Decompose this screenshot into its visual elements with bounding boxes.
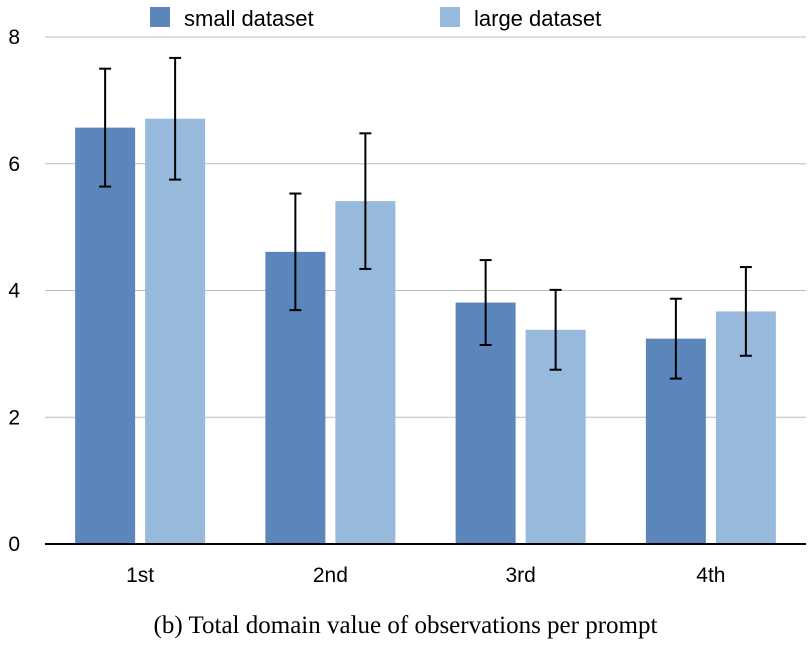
y-tick-label: 0 (8, 533, 20, 556)
error-bars (99, 56, 752, 380)
bars (75, 118, 776, 545)
y-tick-label: 4 (8, 280, 20, 303)
x-tick-label: 2nd (313, 564, 348, 587)
x-axis-labels: 1st 2nd 3rd 4th (126, 564, 725, 587)
bar (75, 127, 136, 544)
bar (145, 118, 206, 544)
y-tick-label: 6 (8, 153, 20, 176)
x-tick-label: 4th (696, 564, 725, 587)
legend: small dataset large dataset (150, 6, 601, 31)
figure-caption: (b) Total domain value of observations p… (153, 612, 658, 639)
x-tick-label: 1st (126, 564, 154, 587)
legend-swatch (440, 7, 460, 27)
legend-label: large dataset (474, 6, 601, 31)
legend-label: small dataset (184, 6, 314, 31)
bar-chart: 0 2 4 6 8 1st 2nd 3rd 4th small dataset large da… (8, 6, 806, 587)
y-tick-label: 8 (8, 26, 20, 49)
legend-swatch (150, 7, 170, 27)
x-tick-label: 3rd (505, 564, 535, 587)
y-axis-ticks: 0 2 4 6 8 (8, 26, 20, 556)
y-tick-label: 2 (8, 406, 20, 429)
